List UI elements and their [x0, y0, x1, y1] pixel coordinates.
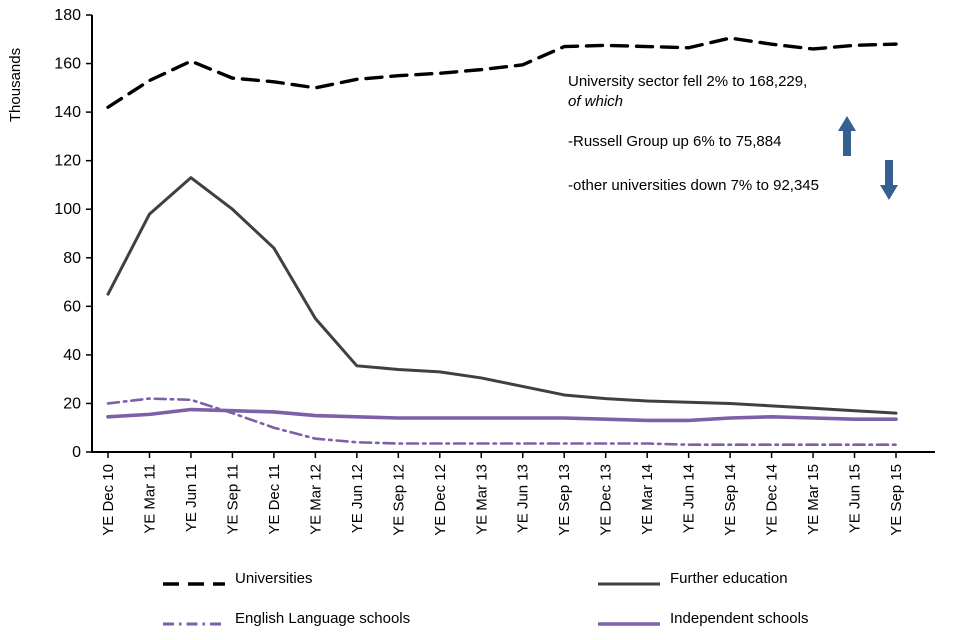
- x-tick-label: YE Jun 15: [847, 464, 864, 533]
- series-line-english-language-schools: [106, 397, 898, 447]
- y-tick-label: 100: [54, 201, 81, 218]
- x-tick-label: YE Jun 14: [681, 464, 698, 533]
- independent-schools-line-sample: [598, 615, 660, 626]
- x-tick-label: YE Sep 15: [888, 464, 905, 536]
- x-tick-label: YE Jun 13: [515, 464, 532, 533]
- universities-line-sample: [163, 575, 225, 586]
- x-tick-label: YE Dec 12: [432, 464, 449, 536]
- down-arrow-icon: [880, 160, 898, 205]
- annotation-line-1: University sector fell 2% to 168,229,: [568, 73, 808, 90]
- x-tick-label: YE Sep 13: [556, 464, 573, 536]
- legend-item-universities: Universities: [163, 570, 313, 587]
- y-tick-label: 0: [72, 444, 81, 461]
- x-tick-label: YE Mar 14: [639, 464, 656, 535]
- y-axis-title: Thousands: [7, 48, 24, 122]
- y-tick-label: 140: [54, 104, 81, 121]
- y-tick-label: 120: [54, 153, 81, 170]
- up-arrow-icon: [838, 116, 856, 161]
- x-tick-label: YE Sep 14: [722, 464, 739, 536]
- y-tick-label: 80: [63, 250, 81, 267]
- annotation-line-3: -Russell Group up 6% to 75,884: [568, 133, 782, 150]
- further-education-line-sample: [598, 575, 660, 585]
- series-line-independent-schools: [106, 407, 898, 423]
- legend-label-independent-schools: Independent schools: [670, 610, 809, 627]
- legend-item-independent-schools: Independent schools: [598, 610, 808, 627]
- x-tick-label: YE Mar 12: [307, 464, 324, 535]
- legend-label-universities: Universities: [235, 570, 313, 587]
- legend-label-english-language-schools: English Language schools: [235, 610, 411, 627]
- legend: Universities Further education English L…: [0, 560, 960, 640]
- legend-label-further-education: Further education: [670, 570, 788, 587]
- y-tick-label: 160: [54, 56, 81, 73]
- annotation-line-2: of which: [568, 93, 624, 110]
- annotation-block: University sector fell 2% to 168,229, of…: [568, 72, 898, 196]
- series-line-universities: [106, 36, 898, 109]
- x-tick-label: YE Jun 12: [349, 464, 366, 533]
- x-tick-label: YE Sep 11: [224, 464, 241, 535]
- y-tick-label: 40: [63, 347, 81, 364]
- english-language-schools-line-sample: [163, 615, 225, 625]
- x-tick-label: YE Dec 10: [100, 464, 117, 536]
- legend-item-english-language-schools: English Language schools: [163, 610, 410, 627]
- y-tick-label: 20: [63, 395, 81, 412]
- x-tick-label: YE Mar 13: [473, 464, 490, 535]
- legend-item-further-education: Further education: [598, 570, 788, 587]
- series-line-further-education: [106, 176, 898, 415]
- x-tick-label: YE Mar 15: [805, 464, 822, 535]
- x-tick-label: YE Mar 11: [141, 464, 158, 534]
- x-tick-label: YE Dec 11: [266, 464, 283, 535]
- y-tick-label: 180: [54, 7, 81, 24]
- annotation-line-4: -other universities down 7% to 92,345: [568, 177, 819, 194]
- x-tick-label: YE Dec 14: [764, 464, 781, 536]
- x-tick-label: YE Dec 13: [598, 464, 615, 536]
- x-tick-label: YE Sep 12: [390, 464, 407, 536]
- y-tick-label: 60: [63, 298, 81, 315]
- x-tick-label: YE Jun 11: [183, 464, 200, 532]
